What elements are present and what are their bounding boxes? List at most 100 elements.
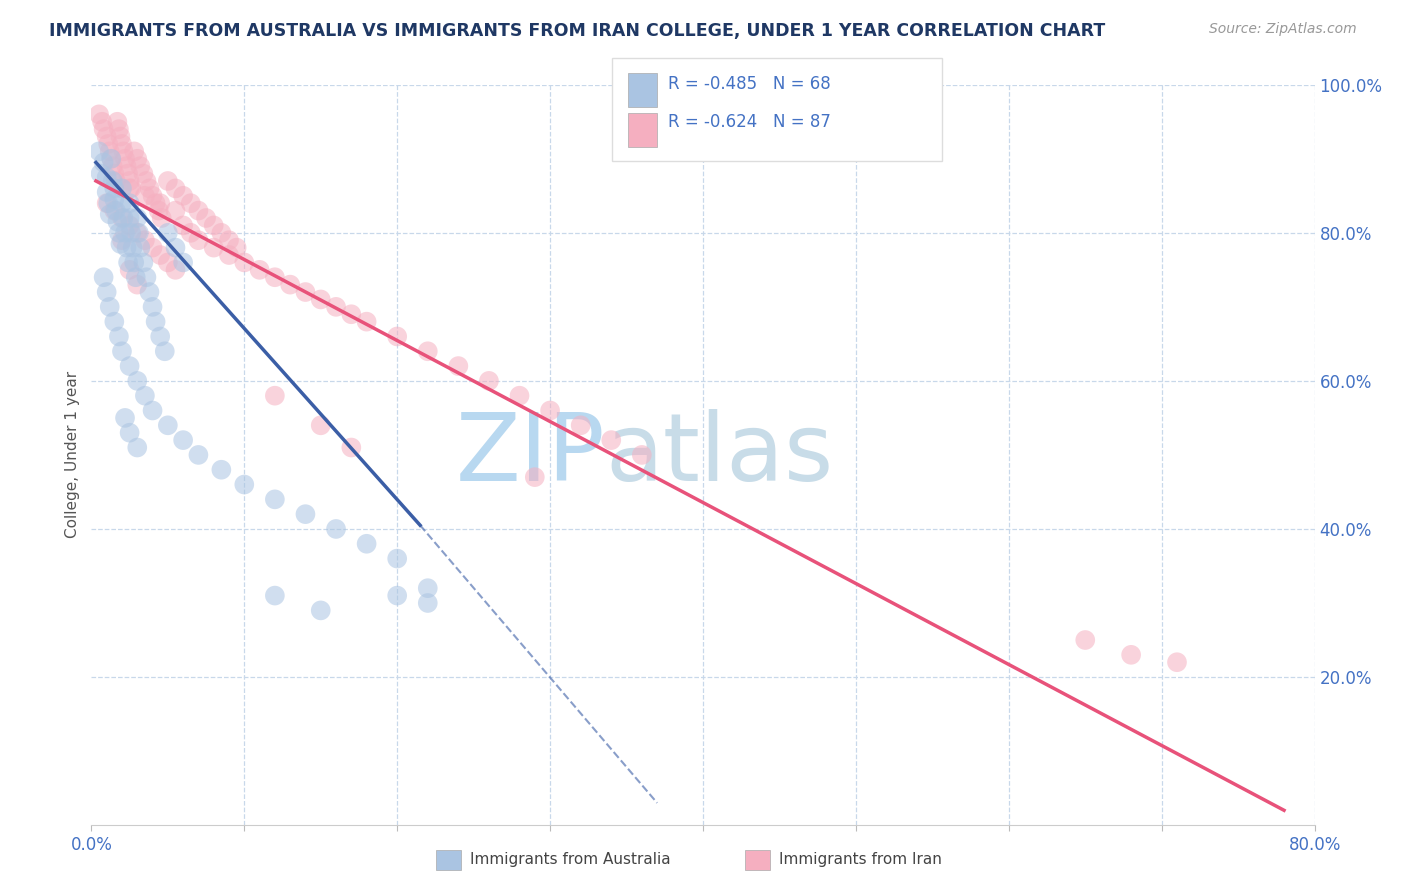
Point <box>96 285 118 299</box>
Point <box>134 389 156 403</box>
Point <box>1166 655 1188 669</box>
Point <box>96 185 118 199</box>
Point <box>87 107 110 121</box>
Point <box>156 255 179 269</box>
Point <box>132 255 155 269</box>
Point <box>156 174 179 188</box>
Text: Source: ZipAtlas.com: Source: ZipAtlas.com <box>1209 22 1357 37</box>
Point <box>91 115 114 129</box>
Point <box>233 477 256 491</box>
Point <box>112 211 135 225</box>
Point <box>141 403 163 417</box>
Point <box>127 441 149 455</box>
Point <box>114 410 136 425</box>
Point <box>114 152 136 166</box>
Point <box>209 463 232 477</box>
Point <box>98 207 121 221</box>
Point <box>187 233 209 247</box>
Point <box>127 152 149 166</box>
Point <box>118 211 141 225</box>
Point <box>180 196 202 211</box>
Point <box>101 159 124 173</box>
Point <box>141 241 163 255</box>
Point <box>118 196 141 211</box>
Point <box>135 174 157 188</box>
Point <box>104 174 127 188</box>
Point <box>103 203 125 218</box>
Point <box>118 263 141 277</box>
Point <box>127 211 149 225</box>
Point <box>149 248 172 262</box>
Point <box>356 537 378 551</box>
Point <box>195 211 218 225</box>
Point <box>294 285 316 299</box>
Point <box>225 241 247 255</box>
Point <box>90 167 112 181</box>
Point <box>111 181 134 195</box>
Point <box>127 277 149 292</box>
Point <box>309 293 332 307</box>
Point <box>600 433 623 447</box>
Point <box>111 233 134 247</box>
Point <box>96 129 118 144</box>
Point <box>114 226 136 240</box>
Point <box>118 425 141 440</box>
Point <box>249 263 271 277</box>
Text: atlas: atlas <box>605 409 834 501</box>
Point <box>138 285 160 299</box>
Point <box>122 255 145 269</box>
Point <box>325 522 347 536</box>
Point <box>264 589 287 603</box>
Point <box>309 418 332 433</box>
Point <box>538 403 561 417</box>
Point <box>631 448 654 462</box>
Point <box>129 241 152 255</box>
Point <box>98 145 121 159</box>
Point <box>187 203 209 218</box>
Text: R = -0.485   N = 68: R = -0.485 N = 68 <box>668 75 831 93</box>
Point <box>187 448 209 462</box>
Point <box>115 159 138 173</box>
Point <box>165 181 187 195</box>
Point <box>385 329 409 343</box>
Point <box>132 167 155 181</box>
Point <box>103 315 125 329</box>
Point <box>264 389 287 403</box>
Point <box>122 145 145 159</box>
Point <box>478 374 501 388</box>
Point <box>100 152 122 166</box>
Point <box>118 181 141 195</box>
Point <box>1121 648 1143 662</box>
Point <box>218 233 240 247</box>
Point <box>156 226 179 240</box>
Point <box>105 215 128 229</box>
Point <box>98 300 121 314</box>
Text: R = -0.624   N = 87: R = -0.624 N = 87 <box>668 113 831 131</box>
Point <box>128 226 150 240</box>
Point <box>309 603 332 617</box>
Point <box>340 307 363 321</box>
Point <box>111 211 134 225</box>
Point <box>100 152 122 166</box>
Point <box>180 226 202 240</box>
Point <box>134 233 156 247</box>
Point <box>103 193 125 207</box>
Point <box>340 441 363 455</box>
Point <box>135 270 157 285</box>
Point <box>111 344 134 359</box>
Point <box>103 181 125 195</box>
Point <box>385 589 409 603</box>
Point <box>121 241 143 255</box>
Point <box>165 263 187 277</box>
Point <box>101 174 124 188</box>
Point <box>117 167 139 181</box>
Point <box>148 203 170 218</box>
Point <box>103 167 125 181</box>
Point <box>416 344 439 359</box>
Point <box>209 226 232 240</box>
Point <box>127 374 149 388</box>
Point <box>125 270 148 285</box>
Point <box>112 145 135 159</box>
Point <box>97 196 120 211</box>
Point <box>416 581 439 595</box>
